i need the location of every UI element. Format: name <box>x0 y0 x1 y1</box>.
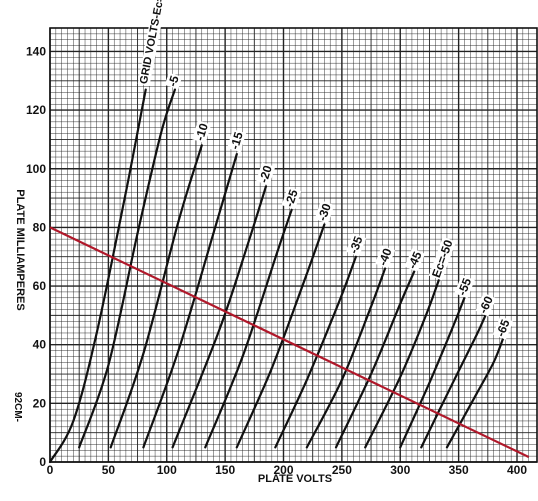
curve-series <box>274 255 357 449</box>
x-tick-label: 50 <box>102 463 116 477</box>
curve-series <box>334 270 416 449</box>
x-tick-label: 150 <box>215 463 235 477</box>
curve-label: -45 <box>405 249 425 271</box>
curve-series <box>109 144 203 449</box>
curve-label-background <box>346 233 367 257</box>
x-tick-label: 200 <box>273 463 293 477</box>
curve-series <box>305 267 387 449</box>
curve-labels: GRID VOLTS-Ec=0-5-10 -15-20-25-30-35-40 -4… <box>137 0 514 340</box>
x-tick-label: 300 <box>390 463 410 477</box>
curve-label-background <box>428 236 457 281</box>
curve-series <box>235 223 326 449</box>
curve-label: -65 <box>493 317 513 339</box>
curve-label-background <box>375 245 396 269</box>
side-label: 92CM- <box>12 392 23 422</box>
tick-labels: 0 50 100 150 200 250 300 350 400 0 20 40 60 80 100 120 1… <box>26 44 527 477</box>
curve-label-background <box>137 0 169 87</box>
curve-label: -30 <box>315 201 334 222</box>
curve-label: -20 <box>256 163 275 184</box>
curve-series <box>445 337 505 449</box>
x-tick-label: 400 <box>507 463 527 477</box>
y-tick-label: 100 <box>26 162 46 176</box>
grid <box>49 27 538 463</box>
curve-label-background <box>281 186 302 210</box>
curves <box>48 88 505 464</box>
x-tick-label: 350 <box>449 463 469 477</box>
curve-label-background <box>314 200 335 224</box>
curve-series <box>204 208 293 449</box>
y-tick-label: 0 <box>39 455 46 469</box>
curve-label-background <box>404 248 426 272</box>
curve-label-background <box>164 72 183 90</box>
curve-label: -55 <box>455 276 475 298</box>
curve-label: -10 <box>192 121 211 142</box>
curve-label-background <box>454 274 475 299</box>
y-tick-label: 80 <box>33 220 47 234</box>
curve-series <box>399 296 466 449</box>
curve-label-background <box>492 316 514 340</box>
curve-label-background <box>256 162 276 186</box>
curve-series <box>420 314 487 449</box>
load-line-group <box>49 226 530 458</box>
curve-label-background <box>475 292 497 317</box>
curve-label-background <box>227 129 247 152</box>
curve-label: -25 <box>282 187 301 208</box>
y-tick-label: 120 <box>26 103 46 117</box>
curve-series <box>48 88 147 464</box>
x-axis-label: PLATE VOLTS <box>258 473 332 485</box>
curve-label: -15 <box>227 130 245 151</box>
y-tick-label: 60 <box>33 279 47 293</box>
x-tick-label: 0 <box>47 463 54 477</box>
curve-label: -5 <box>165 74 182 89</box>
x-tick-label: 100 <box>157 463 177 477</box>
curve-label-background <box>192 120 212 144</box>
curve-series <box>78 88 177 449</box>
y-axis-label: PLATE MILLIAMPERES <box>14 189 26 310</box>
plot-border <box>49 27 538 463</box>
curve-label: -40 <box>375 246 394 267</box>
curve-series <box>364 279 440 449</box>
y-tick-label: 20 <box>33 396 47 410</box>
x-tick-label: 250 <box>332 463 352 477</box>
curve-series <box>171 185 268 449</box>
y-tick-label: 40 <box>33 338 47 352</box>
y-tick-label: 140 <box>26 44 46 58</box>
curve-label: -60 <box>476 294 496 316</box>
load-line <box>49 226 530 458</box>
curve-label: -35 <box>346 234 365 255</box>
